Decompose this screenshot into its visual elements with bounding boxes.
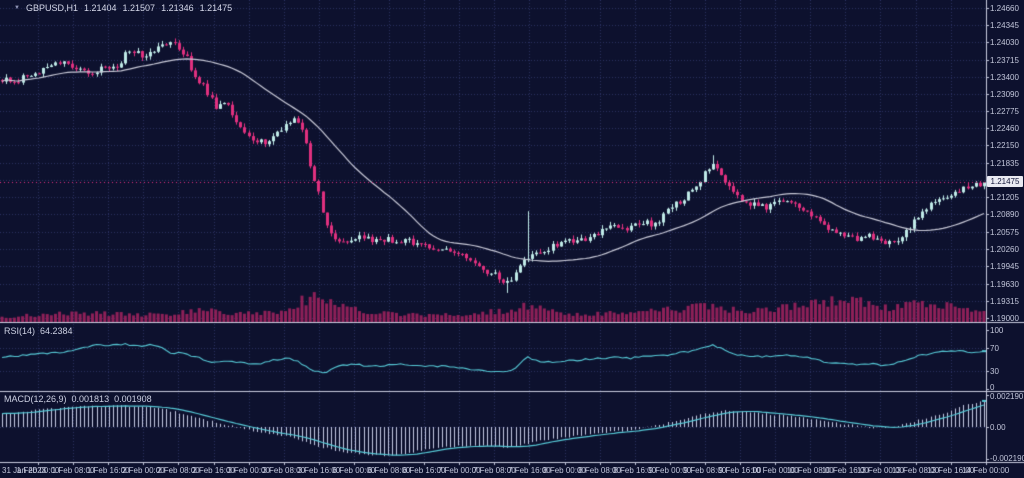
low-value: 1.21346: [161, 3, 194, 13]
price-axis[interactable]: [986, 0, 1024, 462]
high-value: 1.21507: [122, 3, 156, 13]
chart-header: ▼ GBPUSD,H1 1.21404 1.21507 1.21346 1.21…: [14, 3, 232, 13]
panel-separator-handle[interactable]: [0, 320, 986, 325]
rsi-indicator-label: RSI(14) 64.2384: [4, 326, 73, 336]
macd-main-value: 0.001813: [71, 394, 110, 404]
macd-signal-value: 0.001908: [114, 394, 152, 404]
rsi-name: RSI(14): [4, 326, 36, 336]
macd-name: MACD(12,26,9): [4, 394, 67, 404]
rsi-value: 64.2384: [40, 326, 73, 336]
macd-indicator-label: MACD(12,26,9) 0.001813 0.001908: [4, 394, 152, 404]
close-value: 1.21475: [199, 3, 233, 13]
time-axis[interactable]: [0, 462, 1024, 478]
current-price-tag: 1.21475: [987, 176, 1023, 188]
symbol-dropdown-icon[interactable]: ▼: [14, 5, 20, 11]
open-value: 1.21404: [83, 3, 117, 13]
symbol-timeframe: GBPUSD,H1: [25, 3, 78, 13]
